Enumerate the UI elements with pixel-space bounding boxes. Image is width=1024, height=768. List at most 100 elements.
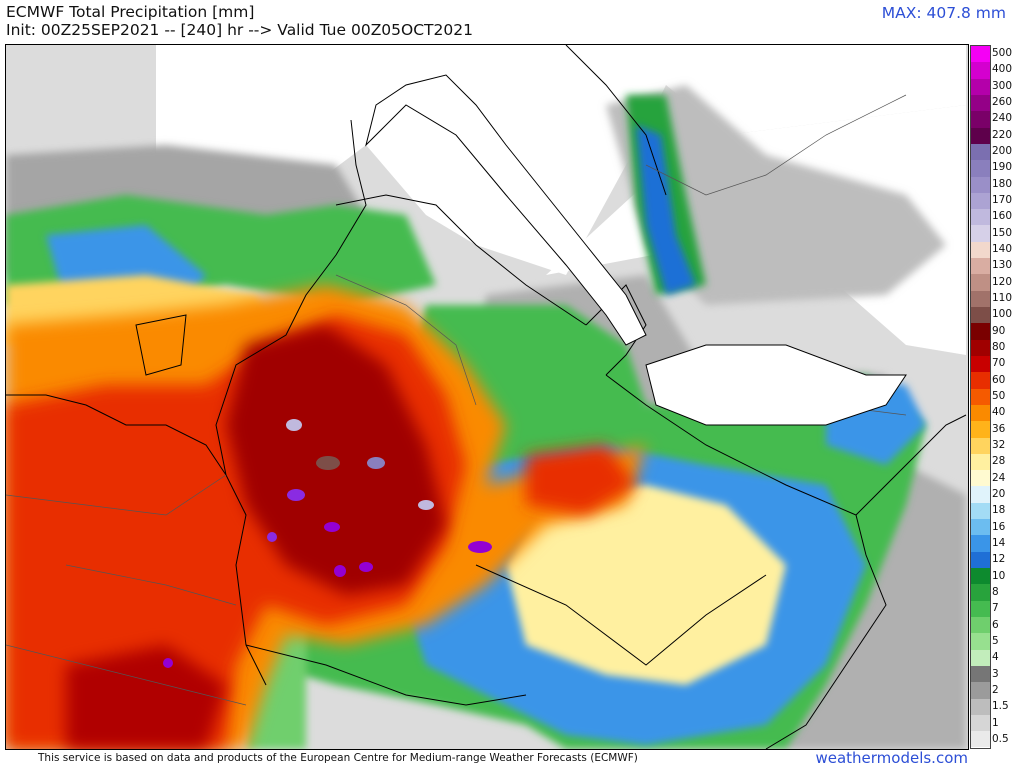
- colorbar-level-label: 260: [992, 96, 1013, 109]
- colorbar-swatch: [971, 502, 990, 520]
- colorbar-swatch: [971, 307, 990, 324]
- colorbar-swatch: [971, 258, 990, 275]
- heavy-rain-cells: [163, 419, 492, 668]
- colorbar-level-label: 500: [992, 47, 1013, 60]
- colorbar-level-label: 60: [992, 373, 1006, 386]
- colorbar-level-label: 130: [992, 259, 1013, 272]
- map-subtitle: Init: 00Z25SEP2021 -- [240] hr --> Valid…: [6, 21, 473, 39]
- red-sea: [365, 74, 647, 346]
- colorbar-level-label: 170: [992, 194, 1013, 207]
- colorbar-swatch: [971, 600, 990, 617]
- colorbar-level-label: 200: [992, 145, 1013, 158]
- colorbar-level-label: 6: [992, 618, 999, 631]
- colorbar-swatch: [971, 568, 990, 585]
- colorbar-level-label: 24: [992, 471, 1006, 484]
- colorbar-swatch: [971, 323, 990, 340]
- colorbar-level-label: 80: [992, 341, 1006, 354]
- colorbar-level-label: 300: [992, 79, 1013, 92]
- colorbar-swatch: [971, 649, 990, 666]
- colorbar-level-label: 40: [992, 406, 1006, 419]
- colorbar-swatch: [971, 192, 990, 210]
- colorbar-swatch: [971, 78, 990, 95]
- colorbar-swatch: [971, 519, 990, 536]
- colorbar-swatch: [971, 470, 990, 487]
- colorbar-level-label: 190: [992, 161, 1013, 174]
- colorbar-level-label: 240: [992, 112, 1013, 125]
- colorbar-swatch: [971, 355, 990, 373]
- colorbar-level-label: 50: [992, 390, 1006, 402]
- precipitation-map[interactable]: [5, 44, 969, 750]
- colorbar-swatch: [971, 437, 990, 454]
- colorbar-swatch: [971, 290, 990, 307]
- colorbar-level-label: 1.5: [992, 700, 1009, 713]
- colorbar-swatch: [971, 714, 990, 732]
- colorbar-level-label: 36: [992, 422, 1006, 435]
- colorbar-swatch: [971, 584, 990, 601]
- colorbar-level-label: 0.5: [992, 732, 1009, 745]
- colorbar-level-label: 2: [992, 683, 999, 696]
- no-precip-region: [156, 45, 966, 275]
- country-borders: [6, 45, 967, 749]
- colorbar-level-label: 5: [992, 634, 999, 647]
- colorbar-swatch: [971, 62, 990, 79]
- colorbar-swatch: [971, 633, 990, 650]
- colorbar-level-label: 8: [992, 585, 999, 598]
- colorbar: [970, 45, 991, 749]
- colorbar-swatch: [971, 388, 990, 405]
- colorbar-level-label: 14: [992, 536, 1006, 549]
- colorbar-swatch: [971, 453, 990, 471]
- map-canvas: [6, 45, 968, 749]
- max-value-label: MAX: 407.8 mm: [881, 4, 1006, 22]
- colorbar-swatch: [971, 225, 990, 242]
- data-credit: This service is based on data and produc…: [38, 752, 638, 764]
- colorbar-swatch: [971, 372, 990, 389]
- colorbar-swatch: [971, 111, 990, 128]
- colorbar-level-label: 150: [992, 226, 1013, 239]
- colorbar-swatch: [971, 665, 990, 683]
- colorbar-swatch: [971, 46, 990, 63]
- colorbar-level-label: 20: [992, 487, 1006, 500]
- colorbar-swatch: [971, 176, 990, 193]
- colorbar-swatch: [971, 94, 990, 112]
- colorbar-swatch: [971, 274, 990, 291]
- colorbar-swatch: [971, 731, 990, 748]
- colorbar-level-label: 120: [992, 275, 1013, 288]
- colorbar-level-label: 140: [992, 243, 1013, 256]
- map-title: ECMWF Total Precipitation [mm]: [6, 3, 255, 21]
- colorbar-level-label: 18: [992, 504, 1006, 517]
- colorbar-level-label: 90: [992, 324, 1006, 337]
- colorbar-level-label: 7: [992, 602, 999, 615]
- colorbar-swatch: [971, 160, 990, 177]
- colorbar-level-label: 28: [992, 455, 1006, 468]
- colorbar-swatch: [971, 421, 990, 438]
- colorbar-swatch: [971, 241, 990, 259]
- colorbar-swatch: [971, 143, 990, 161]
- colorbar-swatch: [971, 616, 990, 634]
- colorbar-level-label: 160: [992, 210, 1013, 223]
- colorbar-level-label: 16: [992, 520, 1006, 533]
- colorbar-swatch: [971, 535, 990, 552]
- colorbar-level-label: 110: [992, 292, 1013, 305]
- colorbar-level-label: 180: [992, 177, 1013, 190]
- colorbar-swatch: [971, 339, 990, 356]
- colorbar-level-label: 12: [992, 553, 1006, 566]
- colorbar-swatch: [971, 698, 990, 715]
- colorbar-level-label: 100: [992, 308, 1013, 321]
- colorbar-level-label: 3: [992, 667, 999, 680]
- colorbar-swatch: [971, 551, 990, 568]
- colorbar-swatch: [971, 486, 990, 503]
- gulf-of-aden: [645, 344, 907, 426]
- colorbar-swatch: [971, 209, 990, 226]
- brand-link[interactable]: weathermodels.com: [815, 749, 968, 767]
- colorbar-level-label: 70: [992, 357, 1006, 370]
- colorbar-swatch: [971, 127, 990, 144]
- colorbar-level-label: 4: [992, 651, 999, 664]
- colorbar-level-label: 220: [992, 128, 1013, 141]
- colorbar-swatch: [971, 404, 990, 422]
- colorbar-level-label: 400: [992, 63, 1013, 76]
- colorbar-level-label: 1: [992, 716, 999, 729]
- colorbar-level-label: 32: [992, 438, 1006, 451]
- colorbar-level-label: 10: [992, 569, 1006, 582]
- colorbar-swatch: [971, 682, 990, 699]
- colorbar-labels: 500 400 300 260 240 220 200 190 180 170 160 150 140 1…: [992, 45, 1024, 749]
